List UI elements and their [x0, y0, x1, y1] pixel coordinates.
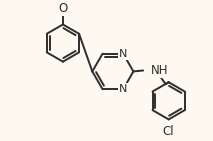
Text: N: N	[119, 49, 127, 59]
Text: NH: NH	[151, 64, 168, 77]
Text: O: O	[58, 2, 68, 15]
Text: N: N	[119, 84, 127, 94]
Text: Cl: Cl	[163, 125, 174, 138]
